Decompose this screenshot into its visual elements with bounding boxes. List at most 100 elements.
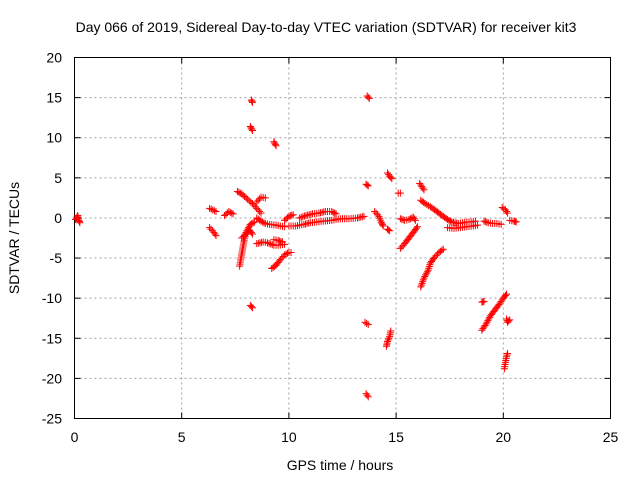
data-point <box>480 297 488 305</box>
data-point <box>364 321 372 329</box>
data-point <box>76 219 84 227</box>
data-point <box>412 224 420 232</box>
data-point <box>276 237 284 245</box>
data-point <box>387 327 395 335</box>
data-point <box>421 273 429 281</box>
data-point <box>365 94 373 102</box>
data-point <box>267 240 275 248</box>
data-point <box>278 254 286 262</box>
data-point <box>207 225 215 233</box>
data-point <box>247 229 255 237</box>
data-point <box>253 204 261 212</box>
data-point <box>248 97 256 105</box>
data-point <box>385 334 393 342</box>
data-point <box>503 208 511 216</box>
data-point <box>410 215 418 223</box>
data-point <box>411 216 419 224</box>
data-point <box>386 227 394 235</box>
y-tick-label: 5 <box>54 170 62 186</box>
x-tick-label: 15 <box>388 429 404 445</box>
data-point <box>251 218 259 226</box>
data-point <box>438 246 446 254</box>
data-point <box>363 181 371 189</box>
data-point <box>421 200 429 208</box>
data-point <box>250 201 258 209</box>
data-point <box>276 256 284 264</box>
data-point <box>282 250 290 258</box>
data-point <box>506 316 514 324</box>
data-point <box>414 223 422 231</box>
x-tick-label: 5 <box>178 429 186 445</box>
data-point <box>248 125 256 133</box>
data-point <box>258 218 266 226</box>
data-point <box>257 209 265 217</box>
data-point <box>439 245 447 253</box>
data-point <box>444 216 452 224</box>
data-point <box>248 230 256 238</box>
data-point <box>233 187 241 195</box>
data-point <box>207 205 215 213</box>
data-point <box>287 248 295 256</box>
data-point <box>504 350 512 358</box>
data-point <box>229 210 237 218</box>
data-point <box>260 219 268 227</box>
grid-lines <box>74 57 611 419</box>
data-point <box>212 208 220 216</box>
data-point <box>364 182 372 190</box>
data-point <box>246 220 254 228</box>
data-point <box>481 218 489 226</box>
data-point <box>422 271 430 279</box>
chart-title: Day 066 of 2019, Sidereal Day-to-day VTE… <box>76 19 577 35</box>
data-point <box>417 283 425 291</box>
data-point <box>504 209 512 217</box>
data-point <box>501 291 509 299</box>
y-tick-label: 15 <box>46 90 62 106</box>
data-point <box>385 226 393 234</box>
data-point <box>277 237 285 245</box>
data-point <box>286 212 294 220</box>
data-point <box>265 239 273 247</box>
x-tick-label: 25 <box>603 429 619 445</box>
data-point <box>209 206 217 214</box>
data-point <box>297 213 305 221</box>
data-point <box>248 200 256 208</box>
plot-frame <box>74 57 611 419</box>
data-point <box>247 303 255 311</box>
data-point <box>285 212 293 220</box>
data-point <box>363 391 371 399</box>
x-axis-title: GPS time / hours <box>287 457 394 473</box>
data-point <box>417 281 425 289</box>
data-point <box>446 217 454 225</box>
data-points <box>72 92 520 401</box>
data-point <box>253 198 261 206</box>
data-point <box>503 353 511 361</box>
y-tick-label: -15 <box>42 330 62 346</box>
data-point <box>396 215 404 223</box>
data-point <box>331 209 339 217</box>
data-point <box>384 337 392 345</box>
x-tick-label: 20 <box>496 429 512 445</box>
data-point <box>75 218 83 226</box>
data-point <box>398 215 406 223</box>
data-point <box>419 278 427 286</box>
data-point <box>379 221 387 229</box>
data-point <box>212 232 220 240</box>
data-point <box>425 262 433 270</box>
data-point <box>328 208 336 216</box>
data-point <box>363 319 371 327</box>
data-point <box>480 217 488 225</box>
y-tick-label: -5 <box>50 250 63 266</box>
data-point <box>432 252 440 260</box>
y-tick-label: -20 <box>42 370 62 386</box>
x-tick-label: 10 <box>281 429 297 445</box>
data-point <box>420 186 428 194</box>
data-point <box>497 220 505 228</box>
data-point <box>483 218 491 226</box>
data-point <box>261 194 269 202</box>
data-point <box>272 142 280 150</box>
data-point <box>254 196 262 204</box>
data-point <box>256 195 264 203</box>
data-point <box>425 264 433 272</box>
data-point <box>235 188 243 196</box>
data-point <box>268 241 276 249</box>
